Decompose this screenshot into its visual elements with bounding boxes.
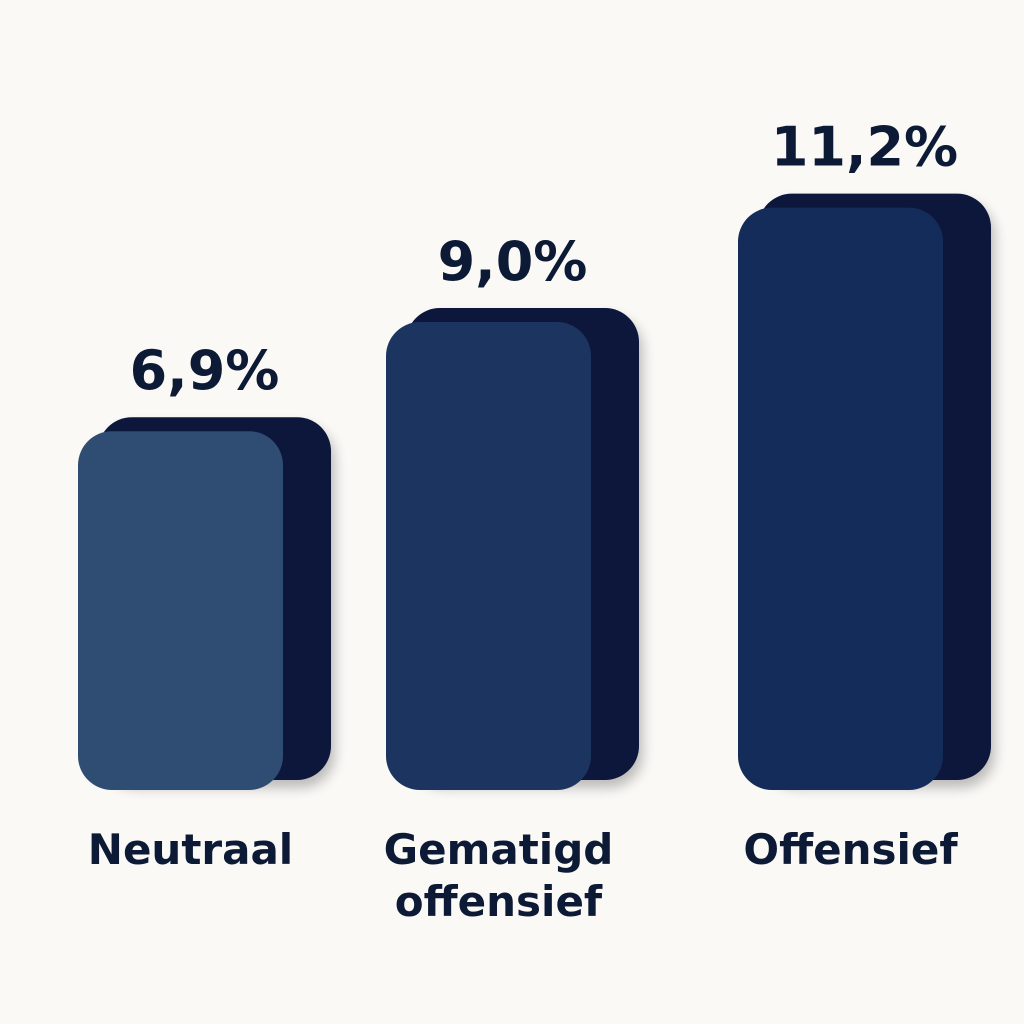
- bar-0: [78, 431, 283, 790]
- category-label-2-line-0: Offensief: [743, 825, 958, 874]
- category-label-0-line-0: Neutraal: [88, 825, 293, 874]
- category-label-1-line-0: Gematigd: [384, 825, 614, 874]
- bar-2: [738, 207, 943, 791]
- category-label-1-line-1: offensief: [395, 877, 603, 926]
- value-label-1: 9,0%: [438, 230, 588, 293]
- value-label-0: 6,9%: [130, 339, 280, 402]
- value-label-2: 11,2%: [771, 116, 958, 179]
- bar-1: [386, 322, 591, 790]
